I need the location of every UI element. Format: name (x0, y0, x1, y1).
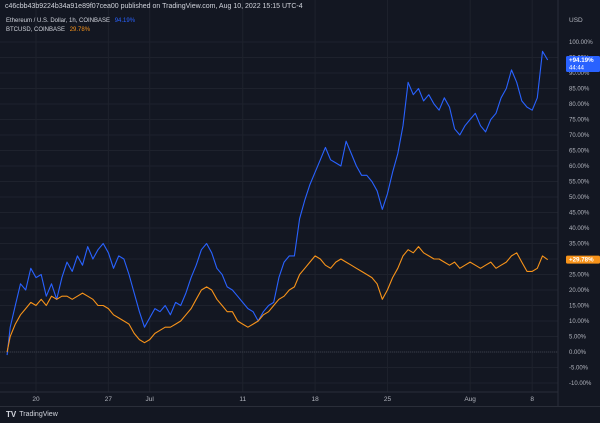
series-legend: Ethereum / U.S. Dollar, 1h, COINBASE 94.… (6, 17, 135, 35)
y-tick-label: 90.00% (569, 71, 590, 77)
badge-bg (566, 56, 600, 73)
x-tick-label: Aug (464, 396, 476, 403)
legend-label: BTCUSD, COINBASE (6, 27, 66, 33)
legend-value: 94.19% (114, 18, 136, 24)
y-axis-unit: USD (569, 17, 583, 24)
y-tick-label: 25.00% (569, 273, 590, 279)
y-tick-label: 100.00% (569, 40, 593, 46)
y-tick-label: 75.00% (569, 118, 590, 124)
badge-countdown: 44:44 (569, 66, 585, 72)
legend-value: 29.78% (69, 27, 91, 33)
x-tick-label: 25 (384, 396, 392, 403)
y-tick-label: 50.00% (569, 195, 590, 201)
x-tick-label: 18 (311, 396, 319, 403)
x-tick-label: 8 (530, 396, 534, 403)
badge-value: +94.19% (569, 57, 594, 64)
tradingview-logo[interactable]: TV TradingView (6, 410, 58, 419)
y-tick-label: 5.00% (569, 335, 587, 341)
y-tick-label: 55.00% (569, 180, 590, 186)
btc-series-line (6, 246, 549, 353)
btc-last-value-badge: +29.78% (566, 255, 600, 264)
y-tick-label: -10.00% (569, 381, 592, 387)
y-tick-label: 60.00% (569, 164, 590, 170)
last-value-badges: +94.19% 44:44 +29.78% (566, 56, 600, 264)
x-tick-label: 11 (239, 396, 246, 403)
legend-item-btc[interactable]: BTCUSD, COINBASE 29.78% (6, 26, 135, 35)
tradingview-logo-icon: TV (6, 410, 17, 419)
y-tick-label: 15.00% (569, 304, 590, 310)
x-tick-label: Jul (146, 396, 155, 403)
chart-series (6, 50, 549, 356)
legend-item-eth[interactable]: Ethereum / U.S. Dollar, 1h, COINBASE 94.… (6, 17, 135, 26)
y-tick-label: 40.00% (569, 226, 590, 232)
chart-grid (0, 0, 559, 406)
eth-last-value-badge: +94.19% 44:44 (566, 56, 600, 73)
y-tick-label: -5.00% (569, 366, 589, 372)
y-tick-label: 10.00% (569, 319, 590, 325)
badge-value: +29.78% (569, 257, 594, 264)
y-tick-label: 80.00% (569, 102, 590, 108)
badge-bg (566, 255, 600, 264)
y-tick-label: 70.00% (569, 133, 590, 139)
y-tick-label: 85.00% (569, 87, 590, 93)
chart-canvas[interactable]: USD -10.00% -5.00% 0.00% 5.00% 10.00% 15.00% 20… (0, 0, 600, 406)
y-tick-label: 35.00% (569, 242, 590, 248)
y-tick-label: 65.00% (569, 149, 590, 155)
tradingview-logo-text: TradingView (19, 411, 58, 418)
published-header: c46cbb43b9224b34a91e89f07cea00 published… (5, 3, 303, 10)
y-tick-label: 0.00% (569, 350, 587, 356)
x-tick-label: 27 (105, 396, 113, 403)
y-tick-label: 20.00% (569, 288, 590, 294)
x-tick-label: 20 (32, 396, 40, 403)
time-axis[interactable]: 20 27 Jul 11 18 25 Aug 8 (32, 396, 534, 403)
legend-label: Ethereum / U.S. Dollar, 1h, COINBASE (6, 18, 111, 24)
footer-bar: TV TradingView (0, 406, 600, 423)
y-tick-label: 45.00% (569, 211, 590, 217)
eth-series-line (6, 50, 549, 356)
